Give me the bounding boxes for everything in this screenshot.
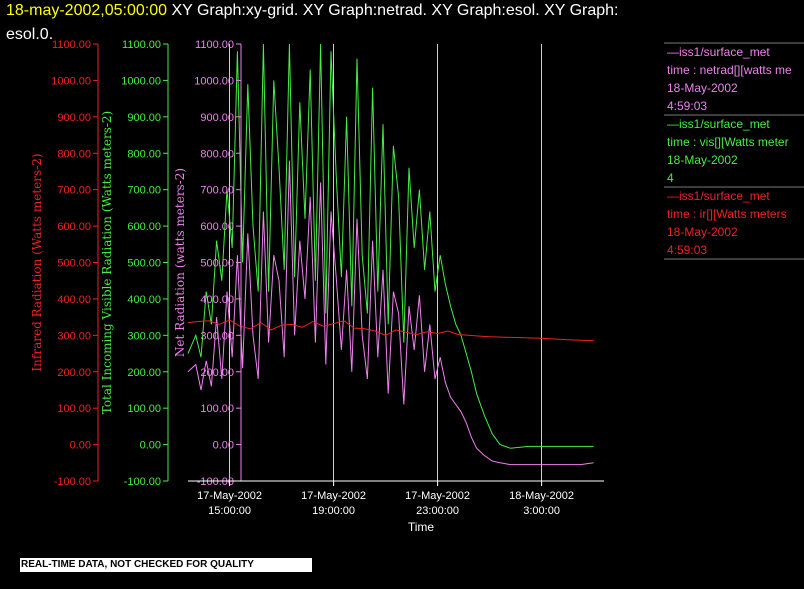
y-axis-0-tick-label-4: 300.00 — [57, 330, 91, 342]
x-tick-time-label-3: 3:00:00 — [523, 505, 560, 517]
axis-layer: -100.00 0.00 100.00 200.00 300.00 400.00 500.0… — [30, 39, 604, 534]
series-netrad-line — [187, 160, 594, 466]
chart-title-continued: esol.0. — [6, 26, 54, 43]
y-axis-0-tick-label-7: 600.00 — [57, 221, 91, 233]
y-axis-2-tick-label-1: 0.00 — [213, 440, 234, 452]
y-axis-1-tick-label-4: 300.00 — [127, 330, 161, 342]
y-axis-0-tick-label-8: 700.00 — [57, 185, 91, 197]
y-axis-2-tick-label-5: 400.00 — [200, 294, 234, 306]
y-axis-0-tick-label-0: -100.00 — [54, 476, 91, 488]
legend-entry-0-line3: 18-May-2002 — [667, 81, 738, 95]
y-axis-0-tick-label-9: 800.00 — [57, 148, 91, 160]
y-axis-2-tick-label-4: 300.00 — [200, 330, 234, 342]
x-tick-time-label-1: 19:00:00 — [312, 505, 355, 517]
legend-entry-1-line3: 18-May-2002 — [667, 153, 738, 167]
x-tick-time-label-0: 15:00:00 — [208, 505, 251, 517]
y-axis-0-tick-label-3: 200.00 — [57, 367, 91, 379]
y-axis-1-tick-label-1: 0.00 — [140, 440, 161, 452]
legend-entry-1-line1: —iss1/surface_met — [667, 117, 770, 131]
y-axis-1-tick-label-9: 800.00 — [127, 148, 161, 160]
y-axis-1-title: Total Incoming Visible Radiation (Watts … — [100, 111, 114, 415]
legend-entry-1-line4: 4 — [667, 171, 674, 185]
y-axis-1-tick-label-10: 900.00 — [127, 112, 161, 124]
x-tick-date-label-2: 17-May-2002 — [405, 490, 470, 502]
y-axis-2-tick-label-12: 1100.00 — [195, 39, 234, 51]
y-axis-2-title: Net Radiation (watts meters-2) — [173, 168, 187, 357]
y-axis-2-tick-label-6: 500.00 — [200, 258, 234, 270]
series-ir-line — [187, 319, 594, 342]
y-axis-1-tick-label-3: 200.00 — [127, 367, 161, 379]
x-tick-date-label-1: 17-May-2002 — [301, 490, 366, 502]
x-tick-time-label-2: 23:00:00 — [416, 505, 459, 517]
y-axis-2-tick-label-8: 700.00 — [200, 185, 234, 197]
series-vis-line — [187, 43, 594, 449]
y-axis-1-tick-label-8: 700.00 — [127, 185, 161, 197]
y-axis-2-tick-label-11: 1000.00 — [194, 75, 234, 87]
y-axis-2-tick-label-3: 200.00 — [200, 367, 234, 379]
title-graph-list: XY Graph:xy-grid. XY Graph:netrad. XY Gr… — [167, 2, 619, 19]
y-axis-1-tick-label-0: -100.00 — [124, 476, 161, 488]
y-axis-1-tick-label-6: 500.00 — [127, 258, 161, 270]
legend-entry-0-line4: 4:59:03 — [667, 99, 707, 113]
y-axis-2-tick-label-2: 100.00 — [200, 403, 234, 415]
y-axis-2-tick-label-0: -100.00 — [197, 476, 234, 488]
legend-entry-0-line2: time : netrad[][watts me — [667, 63, 792, 77]
y-axis-0-tick-label-10: 900.00 — [57, 112, 91, 124]
series-layer — [187, 43, 594, 466]
legend-entry-2-line4: 4:59:03 — [667, 243, 707, 257]
y-axis-1-tick-label-12: 1100.00 — [122, 39, 161, 51]
y-axis-2-tick-label-10: 900.00 — [200, 112, 234, 124]
y-axis-0-tick-label-11: 1000.00 — [51, 75, 91, 87]
y-axis-0-title: Infrared Radiation (Watts meters-2) — [30, 153, 44, 371]
title-timestamp: 18-may-2002,05:00:00 — [6, 2, 167, 19]
x-axis-title: Time — [408, 520, 435, 534]
y-axis-1-tick-label-2: 100.00 — [127, 403, 161, 415]
y-axis-0-tick-label-12: 1100.00 — [52, 39, 91, 51]
x-tick-date-label-3: 18-May-2002 — [509, 490, 574, 502]
x-tick-date-label-0: 17-May-2002 — [197, 490, 262, 502]
legend-entry-1-line2: time : vis[][Watts meter — [667, 135, 789, 149]
grid-layer — [229, 44, 542, 481]
chart-title: 18-may-2002,05:00:00 XY Graph:xy-grid. X… — [6, 2, 619, 20]
y-axis-1-tick-label-7: 600.00 — [127, 221, 161, 233]
quality-disclaimer: REAL-TIME DATA, NOT CHECKED FOR QUALITY — [20, 558, 312, 572]
y-axis-2-tick-label-9: 800.00 — [200, 148, 234, 160]
y-axis-0-tick-label-1: 0.00 — [70, 440, 91, 452]
legend-entry-2-line2: time : ir[][Watts meters — [667, 207, 787, 221]
y-axis-1-tick-label-5: 400.00 — [127, 294, 161, 306]
y-axis-0-tick-label-6: 500.00 — [57, 258, 91, 270]
y-axis-2-tick-label-7: 600.00 — [200, 221, 234, 233]
legend-entry-0-line1: —iss1/surface_met — [667, 45, 770, 59]
y-axis-1-tick-label-11: 1000.00 — [121, 75, 161, 87]
legend-entry-2-line3: 18-May-2002 — [667, 225, 738, 239]
y-axis-0-tick-label-5: 400.00 — [57, 294, 91, 306]
legend-entry-2-line1: —iss1/surface_met — [667, 189, 770, 203]
y-axis-0-tick-label-2: 100.00 — [57, 403, 91, 415]
